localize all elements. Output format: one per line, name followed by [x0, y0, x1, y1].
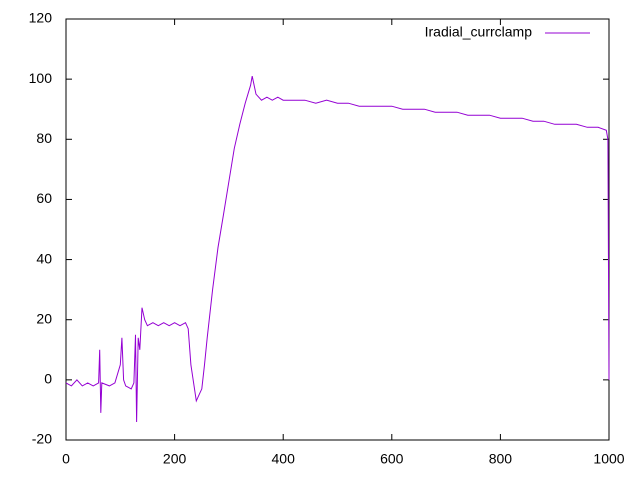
y-tick-label: 40	[36, 250, 52, 266]
y-tick-label: 60	[36, 190, 52, 206]
plot-frame	[65, 18, 610, 441]
y-tick-label: 20	[36, 310, 52, 326]
x-tick-label: 800	[489, 451, 513, 467]
x-tick-label: 1000	[593, 451, 624, 467]
y-tick-label: 0	[44, 371, 52, 387]
y-tick-label: 120	[29, 10, 53, 26]
y-tick-label: 100	[29, 70, 53, 86]
y-tick-label: -20	[32, 431, 52, 447]
data-line	[65, 75, 610, 423]
x-tick-label: 0	[62, 451, 70, 467]
x-tick-label: 400	[272, 451, 296, 467]
legend-label: Iradial_currclamp	[425, 24, 533, 40]
x-tick-label: 200	[163, 451, 187, 467]
y-tick-label: 80	[36, 130, 52, 146]
x-tick-label: 600	[380, 451, 404, 467]
